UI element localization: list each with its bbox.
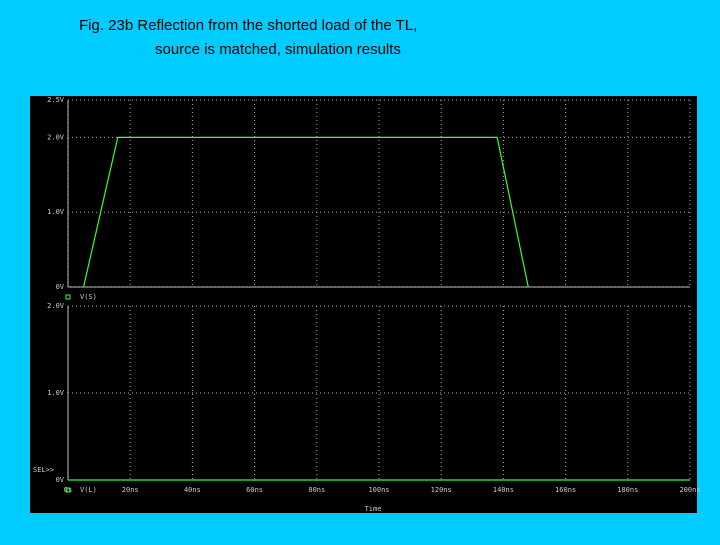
y-tick-label: 2.5V xyxy=(47,96,65,104)
x-tick-label: 100ns xyxy=(368,486,389,494)
y-tick-label: 2.0V xyxy=(47,302,65,310)
x-axis-label: Time xyxy=(365,505,382,513)
x-tick-label: 60ns xyxy=(246,486,263,494)
x-tick-label: 120ns xyxy=(431,486,452,494)
legend-marker xyxy=(65,294,71,300)
x-tick-label: 140ns xyxy=(493,486,514,494)
y-tick-label: 0V xyxy=(56,283,65,291)
plot-background xyxy=(30,96,697,513)
y-tick-label: 2.0V xyxy=(47,133,65,141)
legend-label: V(L) xyxy=(80,486,97,494)
x-tick-label: 180ns xyxy=(617,486,638,494)
x-tick-label: 0s xyxy=(64,486,72,494)
x-tick-label: 20ns xyxy=(122,486,139,494)
legend-label: V(S) xyxy=(80,293,97,301)
title-line: source is matched, simulation results xyxy=(155,41,401,58)
x-tick-label: 80ns xyxy=(308,486,325,494)
annotation: SEL>> xyxy=(33,466,54,474)
legend-marker xyxy=(65,487,71,493)
y-tick-label: 1.0V xyxy=(47,208,65,216)
x-tick-label: 40ns xyxy=(184,486,201,494)
y-tick-label: 1.0V xyxy=(47,389,65,397)
y-tick-label: 0V xyxy=(56,476,65,484)
x-tick-label: 160ns xyxy=(555,486,576,494)
x-tick-label: 200ns xyxy=(679,486,700,494)
trace xyxy=(82,136,529,288)
title-line: Fig. 23b Reflection from the shorted loa… xyxy=(79,17,417,34)
